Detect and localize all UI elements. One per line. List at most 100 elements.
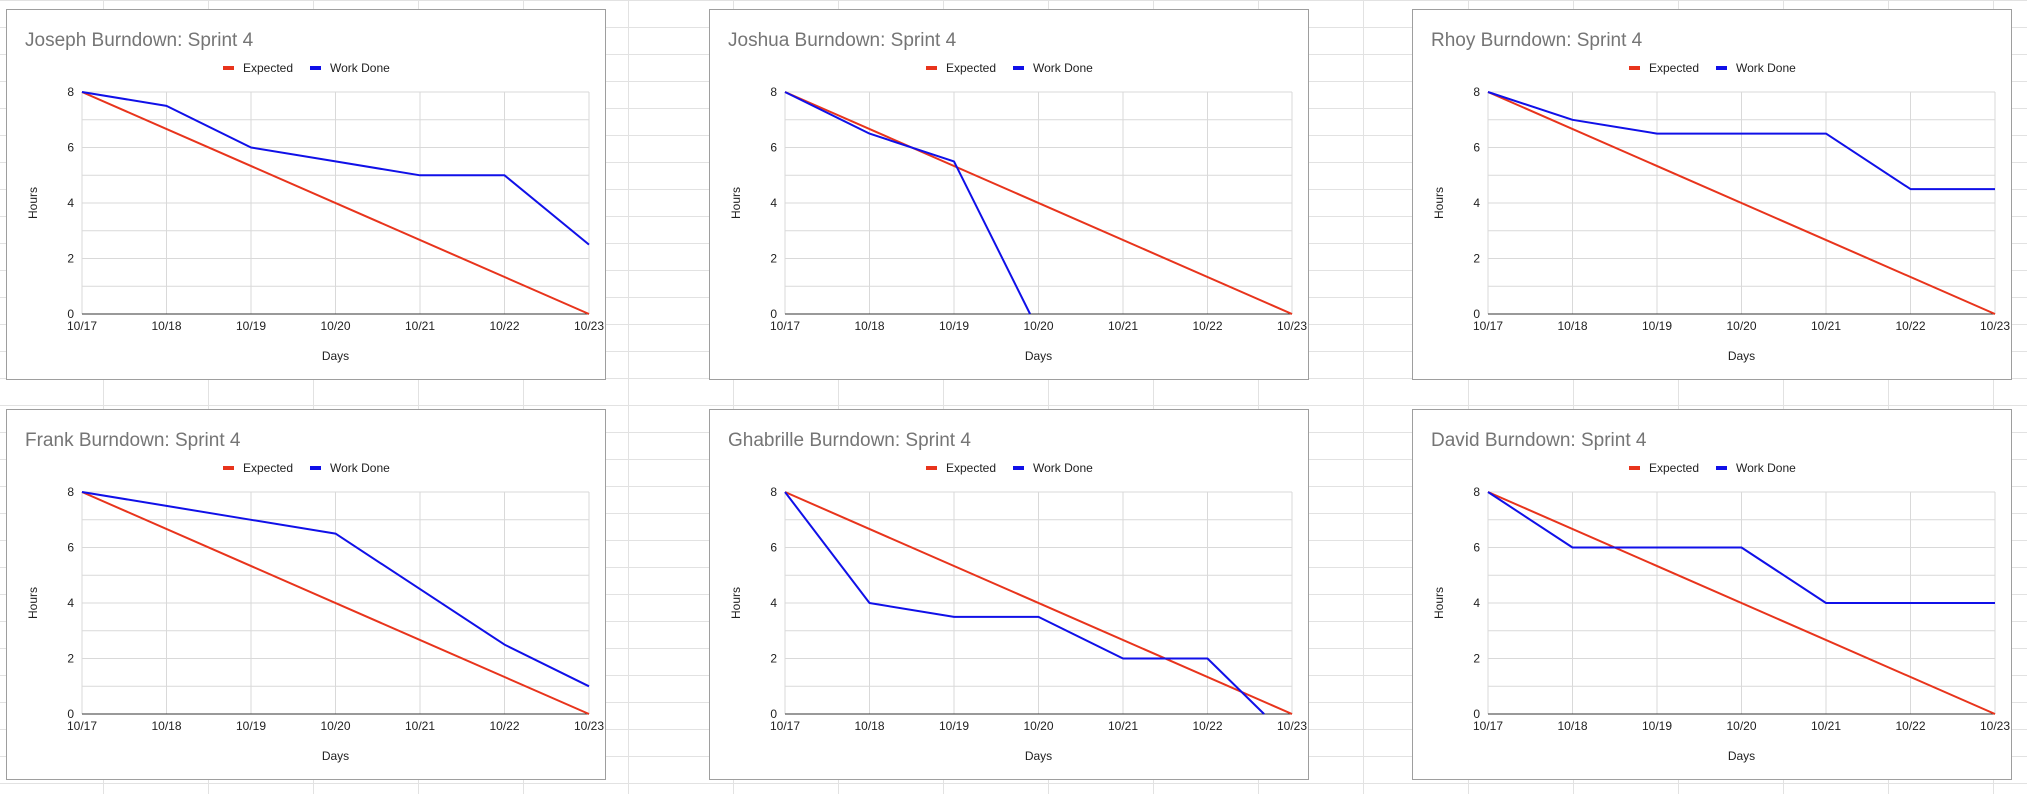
x-tick-label: 10/18 (151, 719, 181, 733)
y-tick-label: 0 (1473, 307, 1480, 321)
legend-swatch-expected (223, 466, 234, 470)
legend-swatch-expected (926, 66, 937, 70)
burndown-chart-svg: Ghabrille Burndown: Sprint 4 Expected Work… (728, 430, 1307, 763)
chart-title: Ghabrille Burndown: Sprint 4 (728, 430, 971, 451)
x-tick-label: 10/19 (939, 719, 969, 733)
chart-card-joseph[interactable]: Joseph Burndown: Sprint 4 Expected Work Do… (6, 9, 606, 380)
y-axis-title: Hours (729, 587, 743, 619)
series-line-work-done (81, 491, 590, 688)
chart-card-david[interactable]: David Burndown: Sprint 4 Expected Work Don… (1412, 409, 2012, 780)
legend-label-expected: Expected (946, 61, 996, 75)
x-tick-label: 10/23 (1980, 319, 2010, 333)
y-axis-title: Hours (26, 187, 40, 219)
x-tick-label: 10/18 (854, 719, 884, 733)
chart-card-joshua[interactable]: Joshua Burndown: Sprint 4 Expected Work Do… (709, 9, 1309, 380)
y-tick-label: 6 (770, 541, 777, 555)
legend-swatch-work-done (1013, 66, 1024, 70)
y-tick-label: 8 (1473, 485, 1480, 499)
y-axis-title: Hours (26, 587, 40, 619)
x-tick-label: 10/23 (1277, 719, 1307, 733)
chart-card-rhoy[interactable]: Rhoy Burndown: Sprint 4 Expected Work Done… (1412, 9, 2012, 380)
x-tick-label: 10/22 (1895, 719, 1925, 733)
y-tick-label: 2 (1473, 252, 1480, 266)
y-tick-label: 0 (67, 707, 74, 721)
y-axis-title: Hours (1432, 187, 1446, 219)
legend-swatch-work-done (1716, 66, 1727, 70)
y-tick-label: 4 (1473, 596, 1480, 610)
y-tick-label: 0 (1473, 707, 1480, 721)
y-tick-label: 2 (1473, 652, 1480, 666)
burndown-chart-svg: Joseph Burndown: Sprint 4 Expected Work Do… (25, 30, 604, 363)
series-line-work-done (1487, 91, 1995, 191)
chart-card-frank[interactable]: Frank Burndown: Sprint 4 Expected Work Don… (6, 409, 606, 780)
y-tick-label: 4 (67, 596, 74, 610)
legend-swatch-expected (223, 66, 234, 70)
legend-label-work-done: Work Done (1033, 461, 1093, 475)
y-tick-label: 8 (67, 485, 74, 499)
y-tick-label: 6 (67, 541, 74, 555)
legend-label-expected: Expected (1649, 61, 1699, 75)
y-axis-title: Hours (1432, 587, 1446, 619)
x-tick-label: 10/17 (67, 719, 97, 733)
x-axis-title: Days (1025, 349, 1052, 363)
series-line-work-done (1487, 491, 1995, 604)
x-axis-title: Days (1728, 749, 1755, 763)
y-tick-label: 0 (770, 307, 777, 321)
x-tick-label: 10/20 (320, 719, 350, 733)
x-tick-label: 10/20 (1023, 319, 1053, 333)
x-tick-label: 10/21 (1811, 319, 1841, 333)
series-line-expected (784, 491, 1293, 715)
series-line-expected (784, 91, 1293, 315)
y-tick-label: 0 (770, 707, 777, 721)
x-tick-label: 10/22 (1192, 719, 1222, 733)
chart-title: Rhoy Burndown: Sprint 4 (1431, 30, 1643, 51)
series-line-expected (1487, 491, 1996, 715)
chart-title: David Burndown: Sprint 4 (1431, 430, 1647, 451)
y-tick-label: 4 (770, 196, 777, 210)
chart-card-ghabrille[interactable]: Ghabrille Burndown: Sprint 4 Expected Work… (709, 409, 1309, 780)
x-tick-label: 10/23 (1277, 319, 1307, 333)
x-tick-label: 10/17 (1473, 319, 1503, 333)
y-tick-label: 4 (67, 196, 74, 210)
y-tick-label: 2 (770, 252, 777, 266)
x-tick-label: 10/21 (405, 319, 435, 333)
y-axis-title: Hours (729, 187, 743, 219)
legend-label-expected: Expected (1649, 461, 1699, 475)
x-axis-title: Days (322, 749, 349, 763)
legend-label-work-done: Work Done (330, 461, 390, 475)
y-tick-label: 4 (770, 596, 777, 610)
legend-swatch-work-done (1716, 466, 1727, 470)
x-tick-label: 10/19 (1642, 719, 1672, 733)
legend-label-work-done: Work Done (1033, 61, 1093, 75)
chart-title: Joshua Burndown: Sprint 4 (728, 30, 957, 51)
x-tick-label: 10/17 (1473, 719, 1503, 733)
x-tick-label: 10/23 (574, 319, 604, 333)
legend-swatch-expected (1629, 466, 1640, 470)
x-tick-label: 10/18 (1557, 319, 1587, 333)
series-line-work-done (784, 491, 1265, 715)
x-tick-label: 10/22 (489, 319, 519, 333)
burndown-chart-svg: Rhoy Burndown: Sprint 4 Expected Work Done… (1431, 30, 2010, 363)
x-tick-label: 10/17 (770, 319, 800, 333)
y-tick-label: 2 (770, 652, 777, 666)
legend-label-expected: Expected (243, 461, 293, 475)
x-tick-label: 10/23 (1980, 719, 2010, 733)
y-tick-label: 6 (770, 141, 777, 155)
y-tick-label: 4 (1473, 196, 1480, 210)
x-tick-label: 10/18 (1557, 719, 1587, 733)
x-tick-label: 10/17 (770, 719, 800, 733)
y-tick-label: 8 (770, 85, 777, 99)
y-tick-label: 2 (67, 652, 74, 666)
legend-swatch-work-done (310, 466, 321, 470)
chart-title: Frank Burndown: Sprint 4 (25, 430, 241, 451)
y-tick-label: 2 (67, 252, 74, 266)
legend-swatch-work-done (310, 66, 321, 70)
x-tick-label: 10/17 (67, 319, 97, 333)
x-tick-label: 10/20 (1726, 719, 1756, 733)
legend-swatch-work-done (1013, 466, 1024, 470)
legend-swatch-expected (1629, 66, 1640, 70)
x-tick-label: 10/22 (1895, 319, 1925, 333)
y-tick-label: 8 (67, 85, 74, 99)
x-tick-label: 10/21 (1108, 719, 1138, 733)
